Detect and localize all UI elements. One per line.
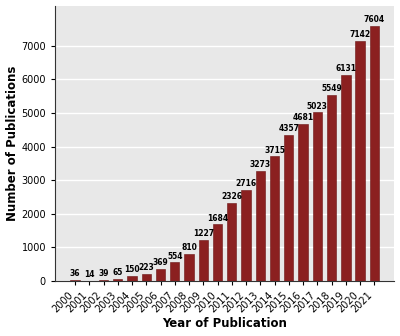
Text: 150: 150: [124, 265, 140, 275]
Text: 810: 810: [181, 243, 197, 252]
Bar: [242, 190, 251, 281]
Text: 4681: 4681: [292, 113, 314, 122]
Bar: [199, 240, 208, 281]
Bar: [156, 269, 165, 281]
Bar: [370, 26, 379, 281]
Bar: [184, 254, 194, 281]
Text: 7142: 7142: [350, 31, 371, 39]
Bar: [356, 41, 365, 281]
Bar: [128, 276, 137, 281]
Text: 369: 369: [153, 258, 168, 267]
Bar: [298, 124, 308, 281]
Text: 1684: 1684: [207, 214, 228, 223]
Text: 39: 39: [98, 269, 109, 278]
Bar: [142, 274, 151, 281]
Text: 554: 554: [167, 252, 182, 261]
Bar: [99, 280, 108, 281]
Text: 223: 223: [138, 263, 154, 272]
Bar: [327, 95, 336, 281]
Text: 2326: 2326: [221, 192, 242, 201]
Text: 4357: 4357: [278, 124, 299, 133]
Bar: [213, 224, 222, 281]
Text: 36: 36: [70, 269, 80, 278]
Text: 1227: 1227: [193, 229, 214, 238]
Y-axis label: Number of Publications: Number of Publications: [6, 66, 18, 221]
Text: 7604: 7604: [364, 15, 385, 24]
Text: 5549: 5549: [321, 84, 342, 93]
Text: 6131: 6131: [335, 65, 356, 73]
Bar: [256, 171, 265, 281]
Text: 3715: 3715: [264, 145, 285, 155]
Text: 65: 65: [113, 268, 123, 277]
Bar: [341, 75, 350, 281]
Text: 3273: 3273: [250, 160, 271, 169]
Bar: [313, 112, 322, 281]
Bar: [284, 135, 294, 281]
Text: 2716: 2716: [236, 179, 257, 188]
Text: 5023: 5023: [307, 101, 328, 111]
Text: 14: 14: [84, 270, 94, 279]
Bar: [227, 203, 236, 281]
Bar: [170, 262, 180, 281]
Bar: [70, 280, 80, 281]
Bar: [113, 279, 122, 281]
X-axis label: Year of Publication: Year of Publication: [162, 318, 287, 330]
Bar: [270, 156, 279, 281]
